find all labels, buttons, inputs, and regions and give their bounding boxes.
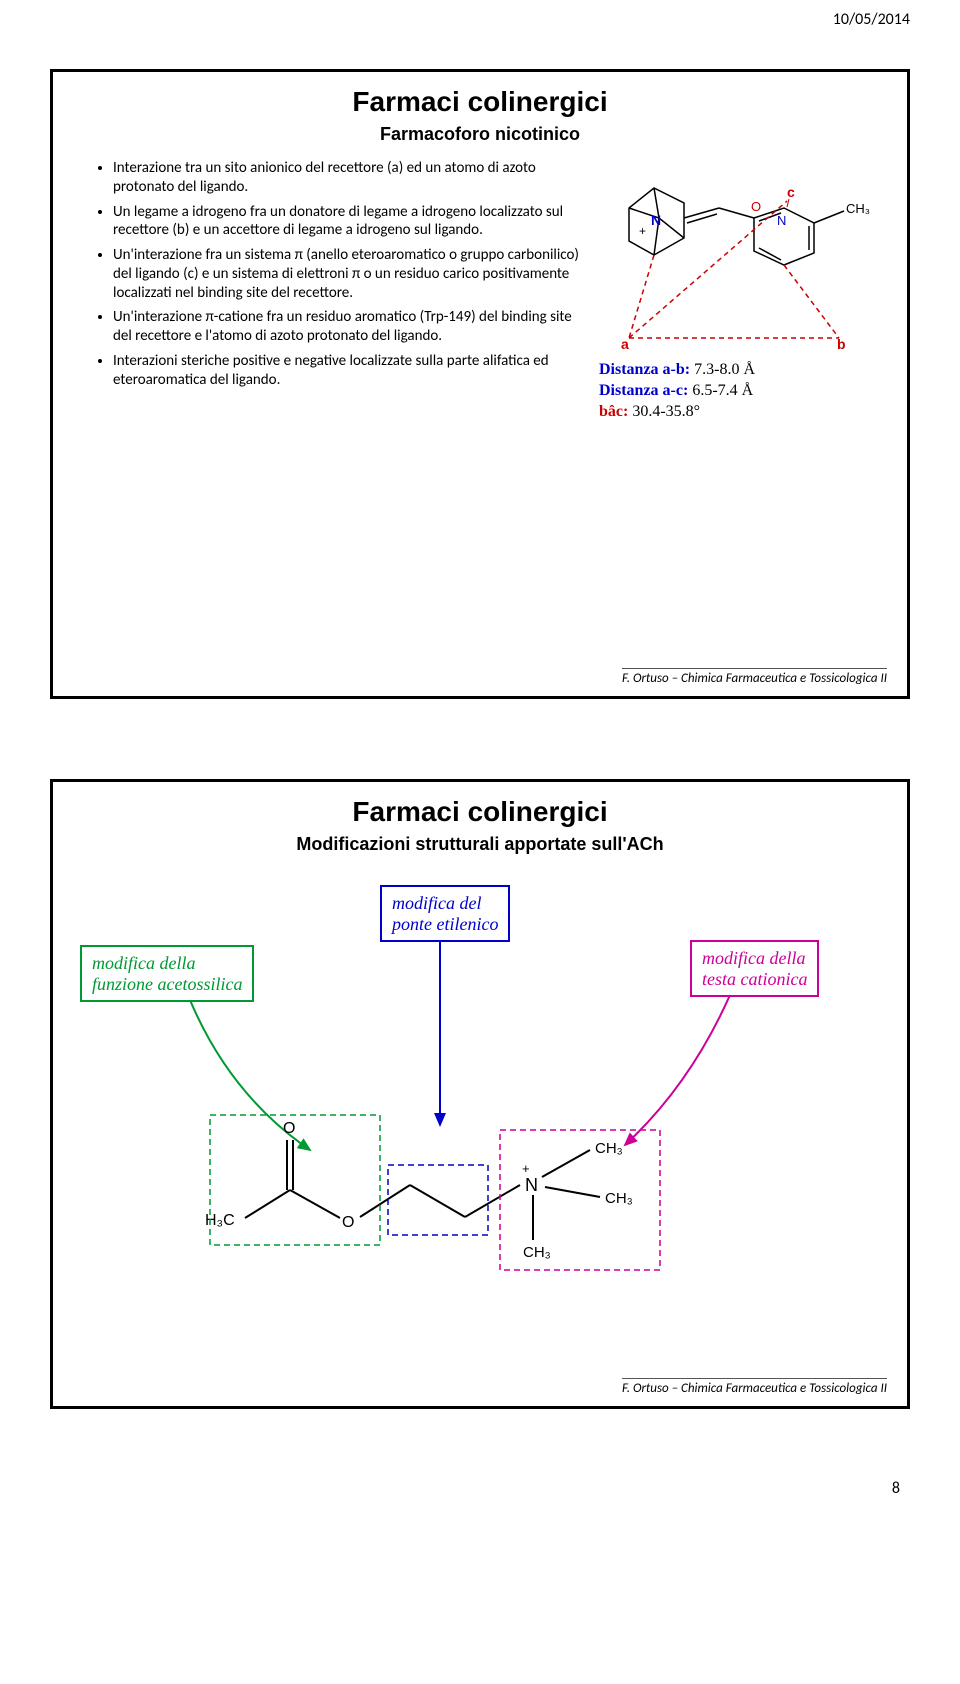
slide-1-subtitle: Farmacoforo nicotinico [53,124,907,145]
distance-text: Distanza a-b: 7.3-8.0 Å Distanza a-c: 6.… [599,360,889,422]
label-c: c [787,184,795,200]
label-b: b [837,336,846,352]
dist-ac-val: 6.5-7.4 Å [692,382,753,399]
label-CH3: CH₃ [846,201,870,216]
label-CH3-3: CH₃ [523,1244,551,1261]
slide-2-diagram: modifica della funzione acetossilica mod… [70,865,890,1335]
label-CH3-2: CH₃ [605,1190,633,1207]
atom-N-plus: N [651,212,661,228]
slide-1-bullets: Interazione tra un sito anionico del rec… [93,159,589,422]
dist-ac-label: Distanza a-c: [599,382,688,399]
bullet-item: Interazione tra un sito anionico del rec… [113,159,589,197]
label-CH3-1: CH₃ [595,1140,623,1157]
bullet-item: Un legame a idrogeno fra un donatore di … [113,203,589,241]
label-N: N [525,1175,538,1195]
label-O-top: O [283,1120,295,1137]
slide-2-footer: F. Ortuso – Chimica Farmaceutica e Tossi… [622,1378,887,1396]
dist-ab-label: Distanza a-b: [599,361,690,378]
bullet-item: Un'interazione π-catione fra un residuo … [113,308,589,346]
ach-diagram-svg: H₃C O O N + [70,865,890,1335]
bullet-item: Un'interazione fra un sistema π (anello … [113,246,589,302]
atom-N2: N [777,213,786,228]
label-a: a [621,336,629,352]
slide-1-footer: F. Ortuso – Chimica Farmaceutica e Tossi… [622,668,887,686]
dist-ab-val: 7.3-8.0 Å [694,361,755,378]
slide-1-title: Farmaci colinergici [53,86,907,118]
page-2: Farmaci colinergici Modificazioni strutt… [0,739,960,1449]
dist-bac-label: bâc: [599,403,628,420]
page-number: 8 [0,1479,960,1498]
slide-2-subtitle: Modificazioni strutturali apportate sull… [53,834,907,855]
slide-2-frame: Farmaci colinergici Modificazioni strutt… [50,779,910,1409]
atom-O: O [751,199,761,214]
slide-1-content: Interazione tra un sito anionico del rec… [53,145,907,422]
label-O-mid: O [342,1214,354,1231]
slide-1-frame: Farmaci colinergici Farmacoforo nicotini… [50,69,910,699]
plus-charge: + [639,224,646,238]
dist-bac-val: 30.4-35.8° [632,403,700,420]
page-1: Farmaci colinergici Farmacoforo nicotini… [0,29,960,739]
label-plus: + [522,1161,530,1176]
bullet-item: Interazioni steriche positive e negative… [113,352,589,390]
nicotinic-structure-svg: N + O [599,163,879,353]
slide-2-title: Farmaci colinergici [53,796,907,828]
slide-1-figure: N + O [589,159,889,422]
date-header: 10/05/2014 [0,0,960,29]
